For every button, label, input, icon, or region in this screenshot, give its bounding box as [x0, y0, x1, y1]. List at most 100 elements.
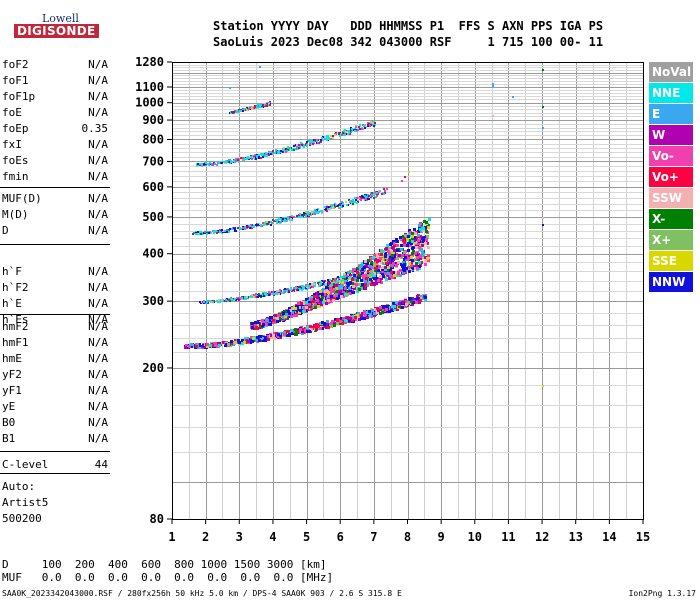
- echo-point: [200, 233, 202, 235]
- param-row-foep: foEp 0.35: [2, 122, 108, 136]
- echo-point: [356, 197, 358, 199]
- echo-point: [360, 274, 363, 277]
- echo-point: [417, 234, 420, 237]
- echo-point: [386, 259, 389, 262]
- echo-point: [233, 111, 235, 113]
- echo-point: [367, 270, 370, 273]
- echo-point: [374, 122, 376, 124]
- echo-point: [376, 311, 379, 314]
- echo-point: [371, 192, 373, 194]
- x-tick-label: 5: [303, 530, 310, 544]
- echo-point: [370, 121, 372, 123]
- echo-point: [366, 311, 369, 314]
- echo-point: [364, 127, 366, 129]
- x-tick-label: 2: [202, 530, 209, 544]
- autoscale-line1: Auto:: [2, 480, 36, 493]
- echo-point: [295, 331, 298, 334]
- echo-point: [287, 147, 289, 149]
- echo-point: [190, 345, 193, 348]
- echo-point: [327, 291, 330, 294]
- echo-point: [384, 255, 387, 258]
- echo-point: [333, 297, 336, 300]
- echo-point: [392, 242, 395, 245]
- echo-point: [206, 233, 208, 235]
- echo-point: [294, 333, 297, 336]
- echo-point: [315, 328, 318, 331]
- echo-point: [353, 287, 356, 290]
- echo-point: [287, 216, 289, 218]
- echo-point: [311, 284, 313, 286]
- echo-point: [389, 249, 392, 252]
- echo-point: [291, 332, 294, 335]
- echo-point: [331, 280, 333, 282]
- echo-point: [288, 312, 291, 315]
- echo-point: [307, 212, 309, 214]
- echo-point: [312, 300, 315, 303]
- file-info-footer: SAA0K_2023342043000.RSF / 280fx256h 50 k…: [2, 589, 402, 598]
- echo-point: [326, 210, 328, 212]
- echo-point: [379, 257, 382, 260]
- echo-point: [396, 244, 399, 247]
- echo-point: [338, 292, 341, 295]
- echo-point: [388, 310, 391, 313]
- echo-point: [351, 319, 354, 322]
- echo-point: [361, 128, 363, 130]
- echo-point: [330, 204, 332, 206]
- echo-point: [368, 198, 370, 200]
- echo-point: [332, 283, 335, 286]
- param-name: C-level: [2, 458, 49, 471]
- echo-point: [321, 293, 324, 296]
- echo-point: [367, 259, 370, 262]
- echo-point: [345, 131, 347, 133]
- echo-point: [407, 266, 410, 269]
- echo-point: [303, 146, 305, 148]
- echo-point: [385, 262, 388, 265]
- echo-point: [301, 216, 303, 218]
- echo-point: [293, 287, 295, 289]
- echo-point: [422, 240, 425, 243]
- echo-point: [420, 295, 423, 298]
- echo-point: [278, 317, 281, 320]
- echo-point: [349, 270, 352, 273]
- echo-point: [322, 283, 324, 285]
- echo-point: [415, 262, 418, 265]
- echo-point: [233, 160, 235, 162]
- echo-point: [358, 283, 361, 286]
- echo-point: [221, 162, 223, 164]
- param-row-foe: foE N/A: [2, 106, 108, 120]
- param-separator: [0, 473, 110, 474]
- legend-item-sse: SSE: [649, 251, 693, 271]
- echo-point: [379, 306, 382, 309]
- echo-point: [327, 326, 330, 329]
- echo-point: [407, 257, 410, 260]
- autoscale-line2: Artist5: [2, 496, 49, 509]
- echo-point: [542, 385, 544, 387]
- echo-point: [216, 164, 218, 166]
- echo-point: [198, 344, 201, 347]
- echo-point: [378, 253, 381, 256]
- echo-point: [302, 285, 304, 287]
- echo-point: [275, 219, 277, 221]
- echo-point: [371, 273, 374, 276]
- echo-point: [357, 276, 360, 279]
- echo-point: [399, 236, 402, 239]
- echo-point: [204, 231, 206, 233]
- echo-point: [380, 277, 383, 280]
- echo-point: [306, 285, 308, 287]
- echo-point: [324, 136, 326, 138]
- echo-point: [242, 227, 244, 229]
- echo-point: [416, 256, 419, 259]
- echo-point: [335, 287, 338, 290]
- echo-point: [388, 277, 391, 280]
- echo-point: [419, 297, 422, 300]
- echo-point: [365, 198, 367, 200]
- echo-point: [212, 164, 214, 166]
- logo-lowell-text: Lowell: [42, 12, 79, 25]
- echo-point: [368, 195, 370, 197]
- echo-point: [377, 269, 380, 272]
- echo-point: [351, 270, 354, 273]
- echo-point: [369, 258, 372, 261]
- echo-point: [402, 261, 405, 264]
- echo-point: [409, 231, 412, 234]
